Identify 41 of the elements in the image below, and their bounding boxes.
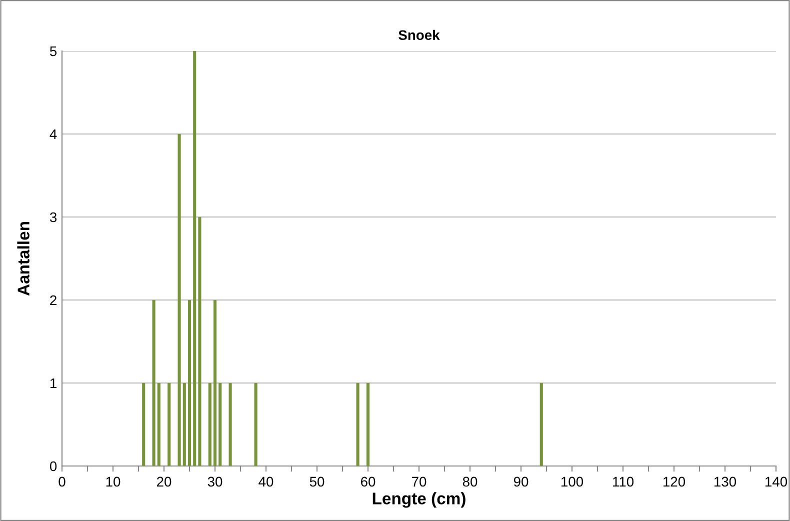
y-axis-title: Aantallen bbox=[17, 222, 30, 296]
x-tick-label: 60 bbox=[360, 476, 376, 487]
y-tick-label: 2 bbox=[50, 295, 56, 306]
x-tick-label: 120 bbox=[663, 476, 686, 487]
bar bbox=[198, 217, 202, 466]
x-tick-label: 50 bbox=[310, 476, 324, 487]
x-tick-label: 30 bbox=[208, 476, 222, 487]
bar bbox=[188, 300, 192, 466]
x-tick-label: 90 bbox=[514, 476, 528, 487]
y-tick-label: 4 bbox=[50, 129, 57, 140]
bar bbox=[356, 383, 360, 466]
x-axis-title: Lengte (cm) bbox=[372, 492, 466, 508]
x-tick-label: 70 bbox=[412, 476, 426, 487]
x-tick-label: 100 bbox=[561, 476, 584, 487]
chart-title: Snoek bbox=[398, 30, 440, 40]
bar bbox=[152, 300, 156, 466]
y-tick-label: 3 bbox=[50, 212, 57, 222]
bar bbox=[168, 383, 171, 466]
bar bbox=[213, 300, 217, 466]
bar bbox=[142, 383, 146, 466]
bar bbox=[366, 383, 370, 466]
bar bbox=[208, 383, 212, 466]
y-tick-label: 0 bbox=[50, 461, 57, 472]
y-tick-label: 5 bbox=[50, 46, 57, 56]
x-tick-label: 10 bbox=[106, 476, 120, 487]
x-tick-label: 130 bbox=[714, 476, 736, 487]
x-tick-label: 0 bbox=[58, 476, 66, 487]
x-tick-label: 40 bbox=[258, 476, 274, 487]
bar bbox=[218, 383, 222, 466]
x-tick-label: 140 bbox=[765, 476, 788, 487]
bar bbox=[182, 383, 186, 466]
x-tick-label: 110 bbox=[612, 476, 634, 487]
y-tick-label: 1 bbox=[50, 378, 56, 388]
bar bbox=[193, 51, 196, 466]
bar bbox=[228, 383, 232, 466]
bar bbox=[254, 383, 258, 466]
bar bbox=[178, 134, 181, 466]
bar bbox=[540, 383, 543, 466]
x-tick-label: 20 bbox=[156, 476, 172, 487]
x-tick-label: 80 bbox=[462, 476, 478, 487]
bar bbox=[157, 383, 160, 466]
